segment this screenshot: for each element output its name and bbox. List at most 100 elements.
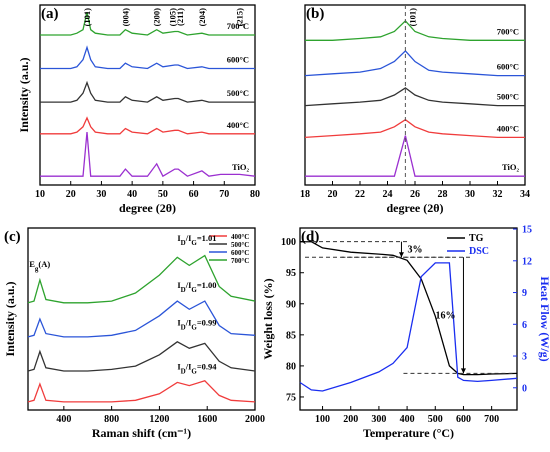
x-tick-label: 800 [104,414,119,425]
text-part: =0.94 [197,361,217,371]
text-part: G [191,239,197,247]
plot-frame [27,227,256,411]
series-line [27,380,256,403]
x-tick-label: 28 [438,189,448,200]
peak-label: (211) [175,8,185,26]
series-line [40,80,255,103]
x-axis-label: degree (2θ) [386,201,443,215]
annotation: 3% [407,244,422,255]
text-part: /I [185,318,192,328]
x-tick-label: 80 [250,189,260,200]
x-tick-label: 20 [328,189,338,200]
peak-label: (204) [197,8,207,27]
series-label: 700°C [227,21,249,31]
text-part: G [191,367,197,375]
annotation: ID/IG=0.94 [177,361,217,375]
x-tick-label: 1200 [149,414,169,425]
plot-frame [39,4,256,186]
series-label: TiO₂ [502,162,519,172]
x-tick-label: 1600 [197,414,217,425]
series-label: 400°C [227,120,249,130]
x-tick-label: 300 [371,414,386,425]
panel: 100 200 300 400 500 600 700 75 80 85 90 95 100 0 3 6 9 12… [261,225,550,440]
x-tick-label: 32 [493,189,503,200]
x-tick-label: 24 [383,189,393,200]
text-part: /I [185,280,192,290]
y-tick-label: 75 [286,392,296,403]
peak-label: (200) [152,8,162,27]
series-line [305,135,525,177]
text-part: I [177,233,181,243]
panel-label: (b) [306,6,324,22]
x-tick-label: 26 [410,189,420,200]
x-tick-label: 50 [158,189,168,200]
text-part: g [35,265,39,273]
peak-label: (101) [82,8,92,27]
series-label: 400°C [497,123,519,133]
y2-tick-label: 0 [522,383,527,394]
y2-tick-label: 3 [522,352,527,363]
peak-label: (215) [235,8,245,27]
series-label: 500°C [227,88,249,98]
x-tick-label: 500 [428,414,443,425]
y-tick-label: 90 [286,299,296,310]
series-label: TiO₂ [232,162,249,172]
series-line [40,45,255,70]
y-axis-label: Weight loss (%) [261,278,275,359]
series-line [304,49,525,77]
series-label: 700°C [497,26,519,36]
x-axis-label: Temperature (°C) [363,426,454,440]
text-part: I [177,280,181,290]
x-tick-label: 100 [315,414,330,425]
legend-label: TG [469,233,484,244]
x-tick-label: 18 [300,189,310,200]
panel: 10 20 30 40 50 60 70 80 TiO₂ 400°C 500°C 600°C 700°C… [17,4,260,215]
panel-label: (d) [301,229,319,245]
series-line [304,118,525,139]
x-tick-label: 600 [456,414,471,425]
y-tick-label: 100 [281,237,296,248]
x-axis-label: Raman shift (cm⁻¹) [92,426,191,440]
y-axis-label: Intensity (a.u.) [17,57,31,132]
series-label: 500°C [497,92,519,102]
annotation: ID/IG=1.00 [177,280,216,294]
series-line [300,241,518,376]
y-axis-label: Intensity (a.u.) [3,281,17,356]
text-part: G [191,286,197,294]
x-tick-label: 400 [400,414,415,425]
y2-tick-label: 12 [522,256,532,267]
peak-label: (105) [168,8,178,27]
y2-axis-label: Heat Flow (W/g) [538,276,550,361]
x-tick-label: 22 [355,189,365,200]
legend-label: 700°C [231,257,249,265]
y2-tick-label: 6 [522,320,527,331]
text-part: I [177,361,181,371]
x-axis-label: degree (2θ) [119,201,176,215]
legend-label: 600°C [231,249,249,257]
annotation: ID/IG=1.01 [177,233,216,247]
x-tick-label: 700 [484,414,499,425]
x-tick-label: 400 [56,414,71,425]
series-line [40,11,255,36]
series-line [40,116,255,135]
annotation: 16% [435,310,455,321]
series-line [305,19,525,41]
text-part: E [29,259,35,269]
text-part: =1.01 [197,233,217,243]
x-tick-label: 200 [343,414,358,425]
x-tick-label: 20 [66,189,76,200]
series-line [27,300,256,338]
plot-frame [299,227,518,411]
panel-label: (c) [4,229,21,245]
x-tick-label: 60 [189,189,199,200]
peak-label: (004) [120,8,130,27]
series-line [40,132,256,178]
y-tick-label: 80 [286,361,296,372]
text-part: D [181,324,186,332]
annotation: ID/IG=0.99 [177,318,216,332]
x-tick-label: 30 [465,189,475,200]
series-label: 600°C [227,55,249,65]
text-part: D [181,367,186,375]
text-part: /I [185,361,192,371]
